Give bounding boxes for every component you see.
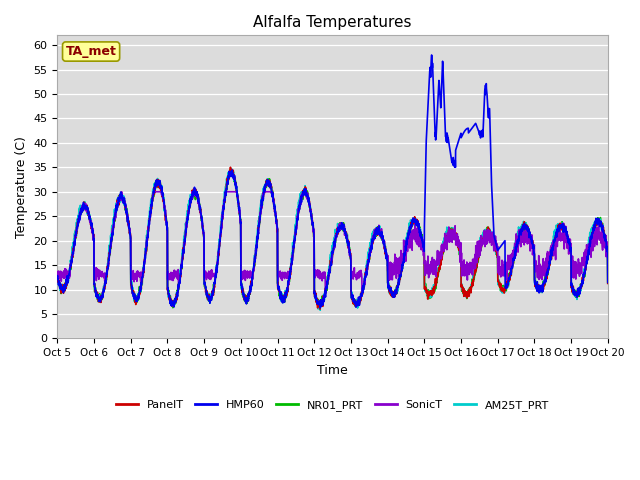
Legend: PanelT, HMP60, NR01_PRT, SonicT, AM25T_PRT: PanelT, HMP60, NR01_PRT, SonicT, AM25T_P… — [111, 396, 554, 415]
X-axis label: Time: Time — [317, 364, 348, 377]
Title: Alfalfa Temperatures: Alfalfa Temperatures — [253, 15, 412, 30]
Text: TA_met: TA_met — [66, 45, 116, 58]
Y-axis label: Temperature (C): Temperature (C) — [15, 136, 28, 238]
